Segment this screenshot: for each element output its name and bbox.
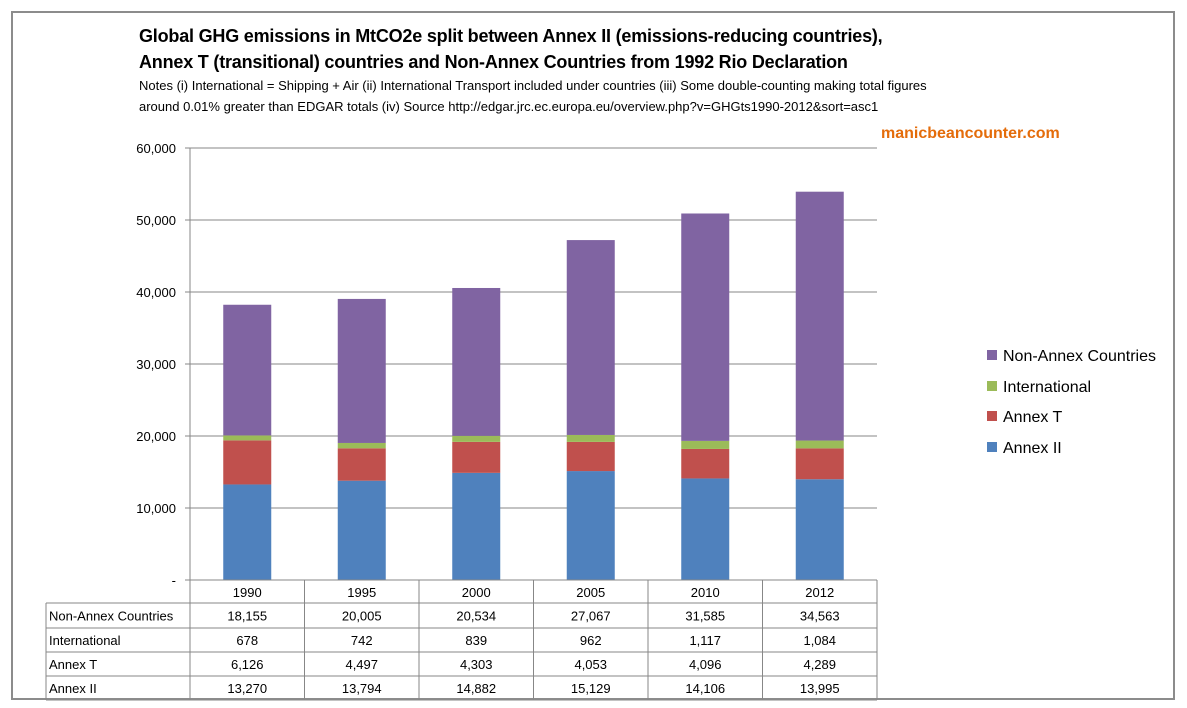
y-tick-label: 20,000: [136, 429, 176, 444]
table-cell: 13,270: [227, 681, 267, 696]
y-tick-label: 60,000: [136, 141, 176, 156]
table-cell: 4,303: [460, 657, 493, 672]
chart-notes-line1: Notes (i) International = Shipping + Air…: [139, 78, 927, 93]
bar-non-annex-countries: [681, 213, 730, 441]
table-cell: 4,053: [574, 657, 607, 672]
legend-label: Non-Annex Countries: [1003, 348, 1156, 365]
bar-non-annex-countries: [337, 298, 386, 443]
bar-international: [223, 435, 272, 441]
legend-swatch: [987, 411, 997, 421]
bar-international: [337, 442, 386, 449]
x-category-label: 2012: [805, 585, 834, 600]
y-tick-label: 40,000: [136, 285, 176, 300]
table-cell: 15,129: [571, 681, 611, 696]
table-cell: 962: [580, 633, 602, 648]
table-cell: 13,794: [342, 681, 382, 696]
chart-title-line1: Global GHG emissions in MtCO2e split bet…: [139, 26, 883, 46]
table-row-label: International: [49, 633, 121, 648]
table-cell: 13,995: [800, 681, 840, 696]
table-cell: 839: [465, 633, 487, 648]
bar-non-annex-countries: [566, 240, 615, 435]
table-cell: 31,585: [685, 609, 725, 624]
y-tick-label: 10,000: [136, 501, 176, 516]
table-cell: 4,096: [689, 657, 722, 672]
table-cell: 742: [351, 633, 373, 648]
bar-international: [566, 434, 615, 442]
x-category-label: 1990: [233, 585, 262, 600]
table-cell: 27,067: [571, 609, 611, 624]
chart-notes-line2: around 0.01% greater than EDGAR totals (…: [139, 99, 879, 114]
bar-non-annex-countries: [452, 287, 501, 436]
table-cell: 4,289: [803, 657, 836, 672]
legend-label: Annex II: [1003, 440, 1062, 457]
table-cell: 1,084: [803, 633, 836, 648]
x-category-label: 2010: [691, 585, 720, 600]
table-cell: 678: [236, 633, 258, 648]
legend-swatch: [987, 350, 997, 360]
bar-annex-ii: [337, 480, 386, 580]
table-row-label: Annex II: [49, 681, 97, 696]
legend-swatch: [987, 381, 997, 391]
y-tick-label: 30,000: [136, 357, 176, 372]
bar-annex-t: [681, 448, 730, 479]
table-cell: 4,497: [345, 657, 378, 672]
y-tick-label: -: [172, 573, 176, 588]
bar-annex-t: [337, 448, 386, 481]
table-row-label: Annex T: [49, 657, 97, 672]
x-category-label: 2005: [576, 585, 605, 600]
brand-watermark: manicbeancounter.com: [881, 125, 1060, 142]
bar-annex-t: [452, 441, 501, 473]
bar-annex-ii: [566, 471, 615, 580]
x-category-label: 1995: [347, 585, 376, 600]
legend-label: Annex T: [1003, 409, 1063, 426]
table-cell: 20,534: [456, 609, 496, 624]
table-cell: 14,882: [456, 681, 496, 696]
table-cell: 6,126: [231, 657, 264, 672]
legend-swatch: [987, 442, 997, 452]
bar-annex-t: [223, 440, 272, 485]
bar-annex-t: [795, 448, 844, 480]
table-cell: 18,155: [227, 609, 267, 624]
x-category-label: 2000: [462, 585, 491, 600]
chart-title-line2: Annex T (transitional) countries and Non…: [139, 52, 848, 72]
bar-non-annex-countries: [795, 191, 844, 441]
table-cell: 34,563: [800, 609, 840, 624]
bar-international: [681, 440, 730, 449]
bar-international: [795, 440, 844, 449]
table-cell: 20,005: [342, 609, 382, 624]
bar-annex-ii: [681, 478, 730, 580]
table-cell: 14,106: [685, 681, 725, 696]
y-tick-label: 50,000: [136, 213, 176, 228]
chart-frame: [11, 11, 1175, 700]
bar-international: [452, 435, 501, 442]
bar-annex-t: [566, 441, 615, 472]
bar-annex-ii: [795, 479, 844, 580]
table-row-label: Non-Annex Countries: [49, 609, 174, 624]
bar-annex-ii: [452, 472, 501, 580]
legend-label: International: [1003, 379, 1091, 396]
bar-non-annex-countries: [223, 304, 272, 436]
bar-annex-ii: [223, 484, 272, 580]
table-cell: 1,117: [689, 633, 721, 648]
